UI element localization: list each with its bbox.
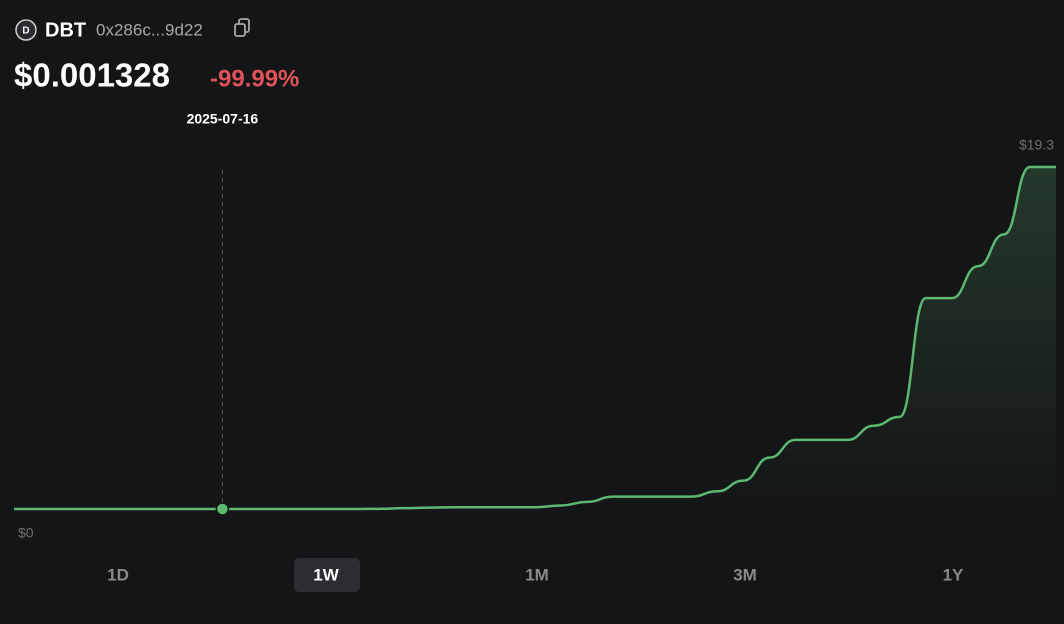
price-line [13,165,1056,511]
price: $0.001328 [14,57,170,94]
hover-date: 2025-07-16 [187,111,259,127]
range-button-selected[interactable] [294,558,360,592]
area [14,167,1056,509]
copy-icon[interactable] [234,18,250,37]
token-symbol: DBT [45,19,86,41]
token-icon [15,19,37,41]
token-icon-letter: D [22,26,29,37]
price-change: -99.99% [210,65,299,92]
range-button[interactable]: 1W [313,565,339,584]
hover-point [215,502,230,516]
y-tick-label: $19.3 [1019,137,1054,153]
range-button[interactable]: 1Y [943,565,964,584]
y-tick-label: $0 [18,525,34,541]
range-button[interactable]: 3M [733,565,757,584]
token-address: 0x286c...9d22 [96,20,203,39]
range-button[interactable]: 1M [525,565,549,584]
range-button[interactable]: 1D [107,565,129,584]
